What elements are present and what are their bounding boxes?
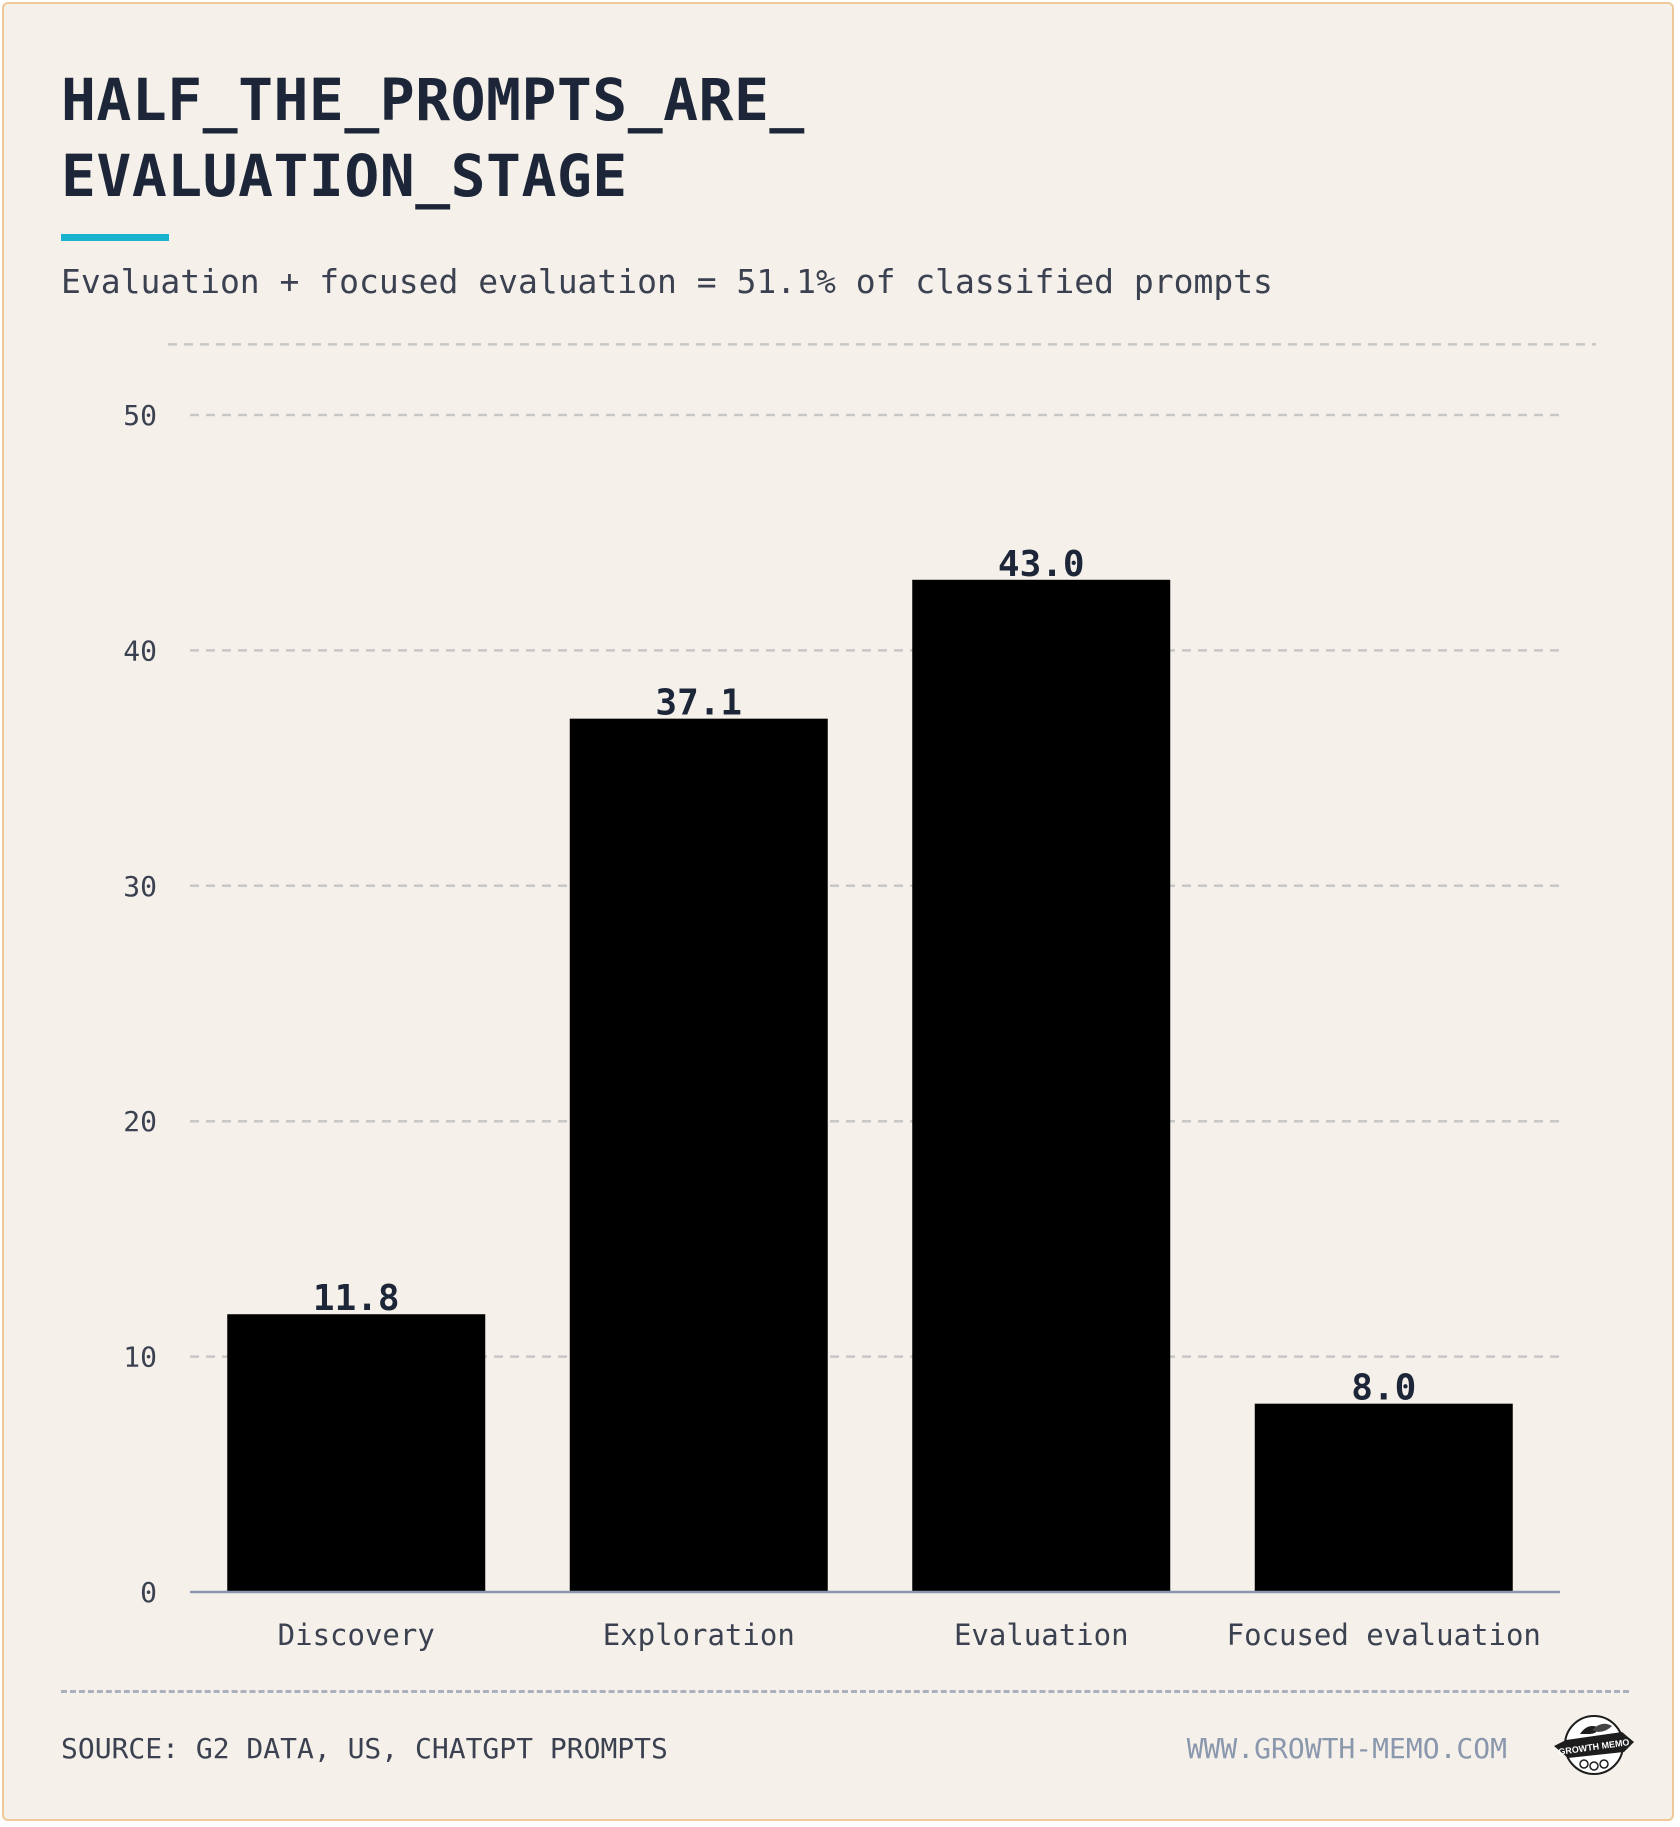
grid-layer	[168, 343, 1596, 1358]
label-layer: 0 10 20 30 40 50 11.8 Discovery 37.1 Exploration 4…	[123, 399, 1541, 1652]
bar-discovery	[227, 1314, 486, 1592]
y-tick-label: 20	[123, 1105, 157, 1138]
chart-title: HALF_THE_PROMPTS_ARE_ EVALUATION_STAGE	[61, 62, 1561, 214]
chart-title-line-1: HALF_THE_PROMPTS_ARE_	[61, 66, 805, 134]
bar-exploration	[569, 718, 828, 1592]
x-tick-label: Focused evaluation	[1227, 1618, 1541, 1652]
bar-value-label: 37.1	[655, 683, 742, 724]
y-tick-label: 40	[123, 634, 157, 667]
x-tick-label: Discovery	[278, 1618, 435, 1652]
chart-subtitle: Evaluation + focused evaluation = 51.1% …	[61, 262, 1273, 301]
bar-value-label: 8.0	[1351, 1368, 1416, 1409]
website-link[interactable]: WWW.GROWTH-MEMO.COM	[1186, 1732, 1507, 1765]
source-note: SOURCE: G2 DATA, US, CHATGPT PROMPTS	[61, 1732, 668, 1765]
y-tick-label: 30	[123, 870, 157, 903]
chart-title-line-2: EVALUATION_STAGE	[61, 142, 628, 210]
y-tick-label: 0	[140, 1576, 157, 1609]
x-tick-label: Exploration	[603, 1618, 795, 1652]
x-tick-label: Evaluation	[954, 1618, 1129, 1652]
title-accent-bar	[61, 234, 169, 241]
bar-value-label: 11.8	[313, 1278, 400, 1319]
growth-memo-logo-icon: GROWTH MEMO	[1554, 1715, 1634, 1775]
y-tick-label: 10	[123, 1341, 157, 1374]
bar-focused-evaluation	[1254, 1403, 1513, 1592]
bar-value-label: 43.0	[998, 544, 1085, 585]
bar-evaluation	[912, 579, 1171, 1592]
footer-divider	[61, 1690, 1629, 1693]
bar-layer	[227, 579, 1513, 1592]
y-tick-label: 50	[123, 399, 157, 432]
bar-chart: 0 10 20 30 40 50 11.8 Discovery 37.1 Exploration 4…	[123, 343, 1596, 1652]
